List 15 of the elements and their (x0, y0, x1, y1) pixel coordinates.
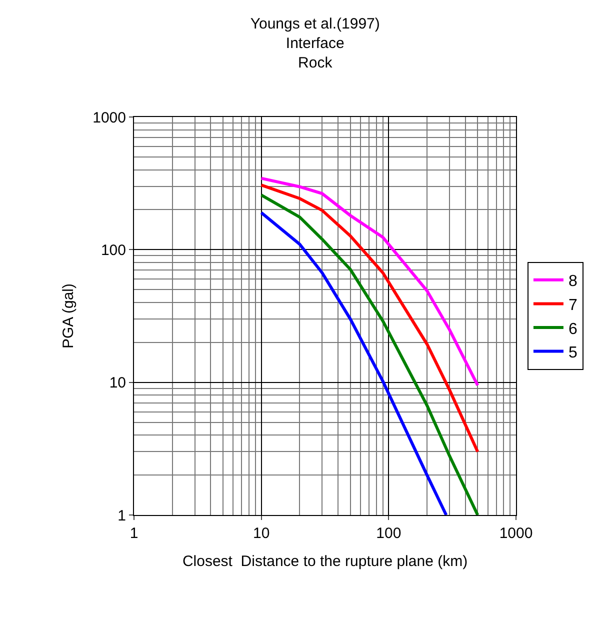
legend-label: 8 (568, 273, 578, 290)
legend-label: 6 (568, 320, 578, 338)
y-tick-label: 100 (100, 242, 126, 259)
x-tick-label: 1000 (499, 525, 533, 542)
chart-title: Youngs et al.(1997) Interface Rock (250, 16, 380, 72)
legend-label: 5 (568, 344, 578, 362)
x-tick-label: 10 (252, 525, 270, 542)
y-tick-label: 1 (118, 507, 126, 524)
x-tick-label: 1 (130, 525, 138, 542)
y-tick-label: 10 (109, 374, 126, 392)
y-axis-title: PGA (gal) (60, 283, 77, 349)
x-axis-title: Closest Distance to the rupture plane (km) (182, 553, 468, 570)
legend-label: 7 (568, 296, 578, 314)
y-tick-label: 1000 (92, 109, 126, 126)
x-tick-label: 100 (376, 525, 402, 542)
